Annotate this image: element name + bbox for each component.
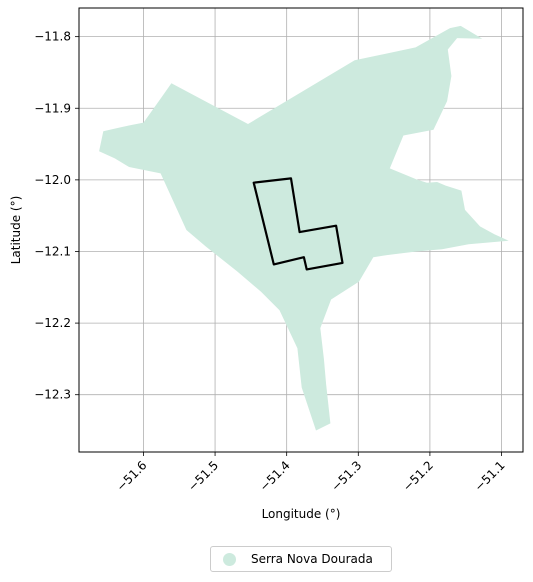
x-tick-label: −51.3 xyxy=(329,458,365,494)
plot-frame xyxy=(78,7,524,453)
y-tick-label: −11.8 xyxy=(34,30,71,44)
x-tick-label: −51.2 xyxy=(400,458,436,494)
x-tick-label: −51.6 xyxy=(114,458,150,494)
study-area-outline xyxy=(252,177,344,271)
x-tick-label: −51.1 xyxy=(472,458,508,494)
y-tick-label: −11.9 xyxy=(34,101,71,115)
serra-nova-dourada-region xyxy=(99,25,509,431)
legend: Serra Nova Dourada xyxy=(210,546,392,572)
y-axis: −11.8 −11.9 −12.0 −12.1 −12.2 −12.3 xyxy=(34,30,79,402)
y-tick-label: −12.1 xyxy=(34,244,71,258)
x-axis: −51.6 −51.5 −51.4 −51.3 −51.2 −51.1 xyxy=(114,452,508,494)
x-axis-label: Longitude (°) xyxy=(262,507,341,521)
legend-marker-icon xyxy=(223,552,236,566)
x-tick-label: −51.5 xyxy=(185,458,221,494)
y-tick-label: −12.3 xyxy=(34,388,71,402)
y-tick-label: −12.0 xyxy=(34,173,71,187)
legend-label: Serra Nova Dourada xyxy=(251,552,373,566)
y-tick-label: −12.2 xyxy=(34,316,71,330)
x-tick-label: −51.4 xyxy=(257,458,293,494)
y-axis-label: Latitude (°) xyxy=(9,196,23,265)
